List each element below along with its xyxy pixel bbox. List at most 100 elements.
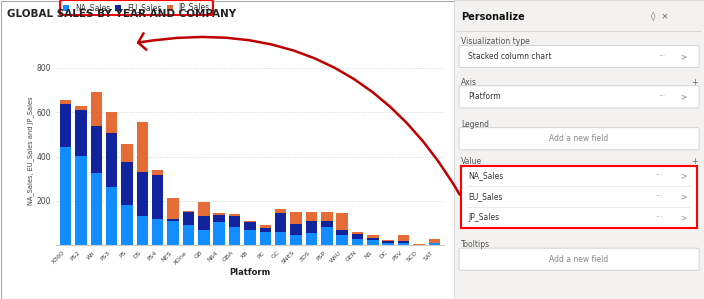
Bar (198, 216, 210, 230)
Text: Axis: Axis (461, 78, 477, 87)
Bar (290, 212, 302, 224)
Bar (260, 228, 271, 232)
Bar (229, 216, 240, 228)
Bar (244, 222, 256, 230)
Bar (352, 232, 363, 234)
Bar (213, 213, 225, 215)
Text: +: + (691, 78, 698, 87)
Text: EU_Sales: EU_Sales (468, 193, 503, 202)
Bar (382, 242, 394, 245)
Text: ···: ··· (655, 213, 662, 222)
Bar (413, 244, 425, 245)
Bar (183, 212, 194, 225)
Text: >: > (680, 52, 686, 61)
Text: ◊  ×: ◊ × (651, 12, 669, 21)
Text: >: > (680, 193, 686, 202)
Bar (367, 238, 379, 240)
Bar (91, 126, 102, 173)
Bar (137, 173, 148, 216)
Bar (229, 228, 240, 245)
Bar (244, 230, 256, 245)
Bar (75, 106, 87, 110)
Text: Add a new field: Add a new field (549, 255, 609, 264)
Text: ···: ··· (658, 92, 665, 101)
Text: NA_Sales: NA_Sales (468, 172, 503, 181)
Bar (60, 147, 71, 245)
Bar (121, 144, 133, 162)
Bar (152, 219, 163, 245)
Bar (91, 173, 102, 245)
Text: >: > (680, 92, 686, 101)
Y-axis label: NA_Sales, EU_Sales and JP_Sales: NA_Sales, EU_Sales and JP_Sales (27, 97, 34, 205)
Bar (290, 235, 302, 245)
Text: Value: Value (461, 157, 482, 166)
Bar (275, 209, 287, 213)
Text: Personalize: Personalize (461, 12, 525, 22)
Bar (352, 239, 363, 245)
Bar (183, 225, 194, 245)
Bar (337, 213, 348, 230)
Text: ···: ··· (658, 52, 665, 61)
Bar (198, 230, 210, 245)
Bar (429, 239, 440, 243)
Bar (213, 215, 225, 222)
Bar (382, 240, 394, 242)
Text: ···: ··· (655, 172, 662, 181)
Bar (198, 202, 210, 216)
Bar (352, 234, 363, 239)
Bar (121, 162, 133, 205)
Bar (106, 133, 118, 187)
Bar (306, 233, 317, 245)
Bar (398, 240, 409, 243)
Bar (60, 100, 71, 104)
Text: Add a new field: Add a new field (549, 134, 609, 143)
Bar (306, 212, 317, 221)
Text: Platform: Platform (468, 92, 501, 101)
Bar (321, 227, 332, 245)
Bar (367, 235, 379, 238)
Bar (398, 235, 409, 240)
Text: JP_Sales: JP_Sales (468, 213, 499, 222)
Bar (398, 243, 409, 245)
Bar (260, 232, 271, 245)
Bar (321, 212, 332, 222)
Text: GLOBAL SALES BY YEAR AND COMPANY: GLOBAL SALES BY YEAR AND COMPANY (7, 9, 236, 19)
Bar (229, 214, 240, 216)
Bar (429, 243, 440, 245)
Bar (337, 235, 348, 245)
Text: +: + (691, 157, 698, 166)
Bar (183, 210, 194, 212)
Bar (137, 121, 148, 173)
Text: Legend: Legend (461, 120, 489, 129)
Bar (290, 224, 302, 235)
Bar (106, 112, 118, 133)
Bar (367, 240, 379, 245)
X-axis label: Platform: Platform (230, 268, 270, 277)
Bar (260, 225, 271, 228)
Bar (152, 170, 163, 175)
Text: Stacked column chart: Stacked column chart (468, 52, 552, 61)
Bar (168, 219, 179, 222)
Bar (152, 175, 163, 219)
Bar (306, 221, 317, 233)
Bar (275, 213, 287, 232)
Bar (75, 110, 87, 156)
Text: Visualization type: Visualization type (461, 37, 530, 46)
Bar (213, 222, 225, 245)
Bar (60, 104, 71, 147)
Text: >: > (680, 172, 686, 181)
Bar (275, 232, 287, 245)
Bar (137, 216, 148, 245)
Bar (168, 198, 179, 219)
Bar (106, 187, 118, 245)
Text: Tooltips: Tooltips (461, 240, 490, 249)
Bar (91, 92, 102, 126)
Bar (168, 222, 179, 245)
Text: >: > (680, 213, 686, 222)
Bar (321, 222, 332, 227)
Text: ···: ··· (655, 193, 662, 202)
Bar (121, 205, 133, 245)
Bar (337, 230, 348, 235)
Legend: NA_Sales, EU_Sales, JP_Sales: NA_Sales, EU_Sales, JP_Sales (60, 0, 213, 16)
Bar (75, 156, 87, 245)
